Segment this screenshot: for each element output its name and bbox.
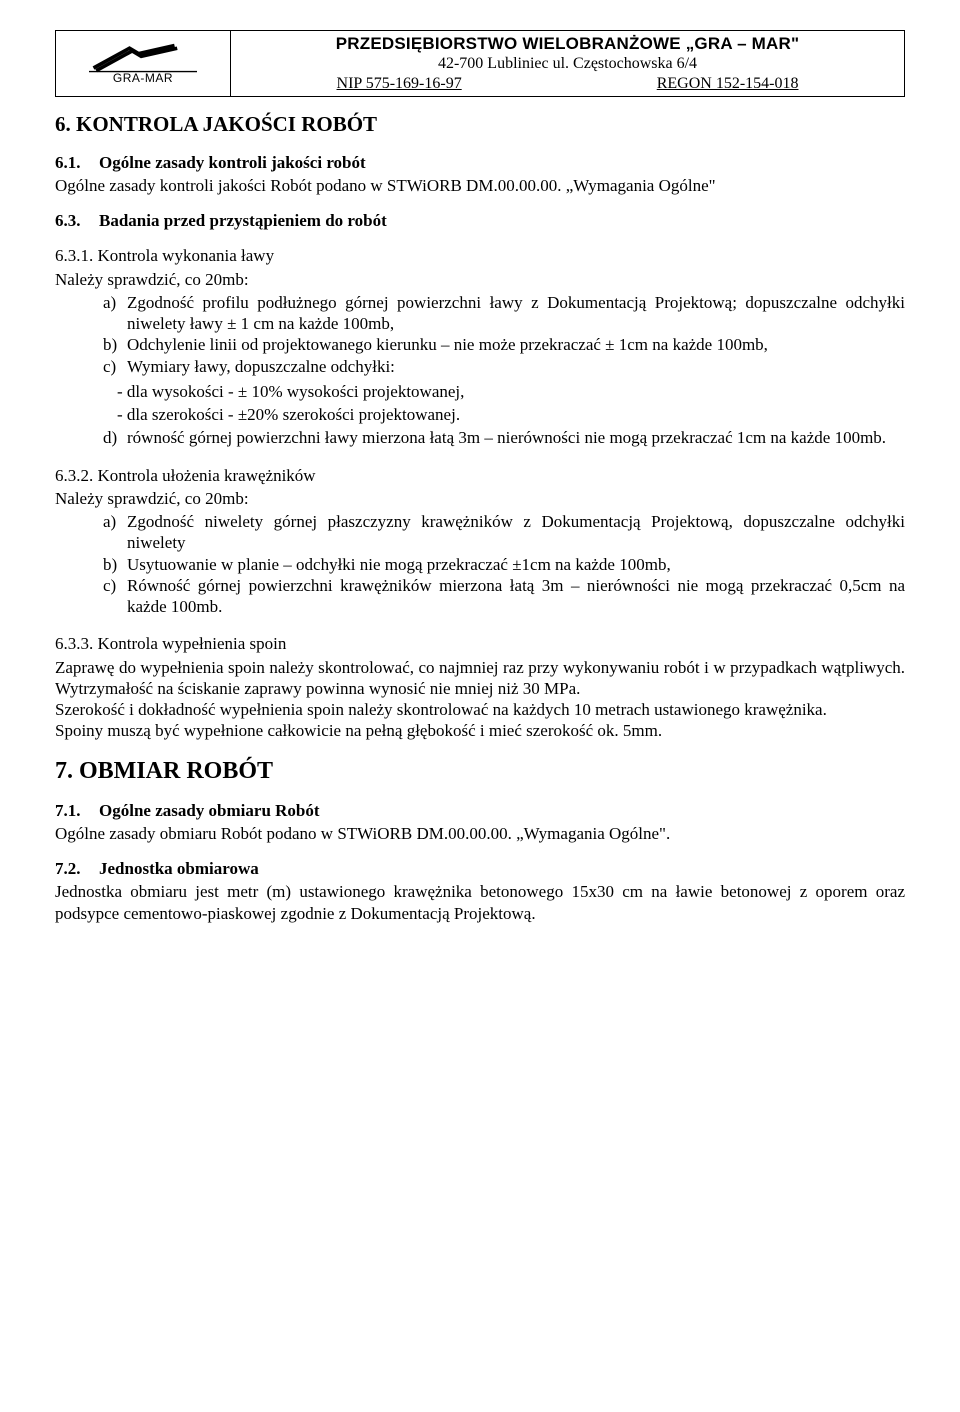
para-7-1-body: Ogólne zasady obmiaru Robót podano w STW…	[55, 823, 905, 844]
para-6-3-3-3: Spoiny muszą być wypełnione całkowicie n…	[55, 720, 905, 741]
heading-7-2: 7.2.Jednostka obmiarowa	[55, 858, 905, 879]
list-item: Wymiary ławy, dopuszczalne odchyłki:	[103, 356, 905, 377]
company-nip: NIP 575-169-16-97	[337, 74, 462, 94]
heading-6-1-num: 6.1.	[55, 152, 99, 173]
para-7-2-body: Jednostka obmiaru jest metr (m) ustawion…	[55, 881, 905, 924]
letterhead: GRA-MAR PRZEDSIĘBIORSTWO WIELOBRANŻOWE „…	[55, 30, 905, 97]
heading-6-3-3: 6.3.3. Kontrola wypełnienia spoin	[55, 633, 905, 654]
logo-cell: GRA-MAR	[56, 31, 231, 96]
para-6-3-2-intro: Należy sprawdzić, co 20mb:	[55, 488, 905, 509]
heading-6-1-text: Ogólne zasady kontroli jakości robót	[99, 153, 366, 172]
list-6-3-1: Zgodność profilu podłużnego górnej powie…	[55, 292, 905, 377]
list-item: Zgodność profilu podłużnego górnej powie…	[103, 292, 905, 335]
list-item: Odchylenie linii od projektowanego kieru…	[103, 334, 905, 355]
heading-7-2-text: Jednostka obmiarowa	[99, 859, 259, 878]
heading-6-3-2: 6.3.2. Kontrola ułożenia krawężników	[55, 465, 905, 486]
list-6-3-2: Zgodność niwelety górnej płaszczyzny kra…	[55, 511, 905, 617]
heading-6-3-text: Badania przed przystąpieniem do robót	[99, 211, 387, 230]
heading-6-3-1: 6.3.1. Kontrola wykonania ławy	[55, 245, 905, 266]
heading-7-2-num: 7.2.	[55, 858, 99, 879]
list-sub-item: - dla wysokości - ± 10% wysokości projek…	[55, 381, 905, 402]
list-item: Zgodność niwelety górnej płaszczyzny kra…	[103, 511, 905, 554]
para-6-3-3-2: Szerokość i dokładność wypełnienia spoin…	[55, 699, 905, 720]
heading-6-1: 6.1.Ogólne zasady kontroli jakości robót	[55, 152, 905, 173]
company-address: 42-700 Lubliniec ul. Częstochowska 6/4	[239, 54, 896, 74]
heading-7-1-text: Ogólne zasady obmiaru Robót	[99, 801, 320, 820]
para-6-3-1-intro: Należy sprawdzić, co 20mb:	[55, 269, 905, 290]
section-6-title: 6. KONTROLA JAKOŚCI ROBÓT	[55, 111, 905, 137]
para-6-3-3-1: Zaprawę do wypełnienia spoin należy skon…	[55, 657, 905, 700]
company-name: PRZEDSIĘBIORSTWO WIELOBRANŻOWE „GRA – MA…	[239, 33, 896, 54]
company-regon: REGON 152-154-018	[657, 74, 799, 94]
list-item: równość górnej powierzchni ławy mierzona…	[103, 427, 905, 448]
list-item: Usytuowanie w planie – odchyłki nie mogą…	[103, 554, 905, 575]
heading-7-1: 7.1.Ogólne zasady obmiaru Robót	[55, 800, 905, 821]
heading-6-3-num: 6.3.	[55, 210, 99, 231]
heading-7-1-num: 7.1.	[55, 800, 99, 821]
list-item: Równość górnej powierzchni krawężników m…	[103, 575, 905, 618]
heading-6-3: 6.3.Badania przed przystąpieniem do robó…	[55, 210, 905, 231]
logo-text: GRA-MAR	[113, 71, 173, 86]
list-sub-item: - dla szerokości - ±20% szerokości proje…	[55, 404, 905, 425]
list-6-3-1-d: równość górnej powierzchni ławy mierzona…	[55, 427, 905, 448]
section-7-title: 7. OBMIAR ROBÓT	[55, 756, 905, 786]
para-6-1-body: Ogólne zasady kontroli jakości Robót pod…	[55, 175, 905, 196]
letterhead-text: PRZEDSIĘBIORSTWO WIELOBRANŻOWE „GRA – MA…	[231, 31, 904, 96]
